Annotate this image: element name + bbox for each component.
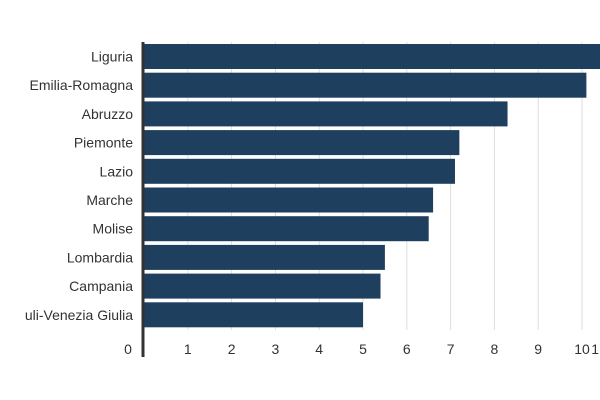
category-label: Abruzzo xyxy=(82,106,134,122)
category-label: Campania xyxy=(69,278,133,294)
category-label: Lazio xyxy=(100,163,134,179)
category-label: Lombardia xyxy=(67,249,133,265)
x-tick-labels: 0 1 2 3 4 5 6 7 8 9 10 1 xyxy=(124,341,599,357)
x-tick-label: 8 xyxy=(491,341,499,357)
x-tick-label: 7 xyxy=(447,341,455,357)
category-labels: Liguria Emilia-Romagna Abruzzo Piemonte Lazi… xyxy=(25,49,133,323)
bar-emilia-romagna xyxy=(144,72,587,98)
x-tick-label: 3 xyxy=(272,341,280,357)
x-tick-label: 5 xyxy=(359,341,367,357)
bar-marche xyxy=(144,187,434,213)
bar-liguria xyxy=(144,44,600,69)
x-tick-label: 2 xyxy=(228,341,236,357)
x-tick-label: 6 xyxy=(403,341,411,357)
category-label: Liguria xyxy=(91,49,133,65)
x-tick-label: 1 xyxy=(591,341,599,357)
x-tick-label: 1 xyxy=(184,341,192,357)
bar-campania xyxy=(144,273,381,299)
category-label: Marche xyxy=(86,192,133,208)
category-label: uli-Venezia Giulia xyxy=(25,307,133,323)
bar-piemonte xyxy=(144,130,460,156)
x-tick-label: 0 xyxy=(124,341,132,357)
x-tick-label: 9 xyxy=(534,341,542,357)
category-label: Molise xyxy=(93,221,134,237)
category-label: Emilia-Romagna xyxy=(30,77,134,93)
bars xyxy=(144,44,600,328)
category-label: Piemonte xyxy=(74,135,133,151)
bar-abruzzo xyxy=(144,101,508,127)
x-tick-label: 4 xyxy=(315,341,323,357)
bar-uli-venezia-giulia xyxy=(144,302,363,328)
bar-lombardia xyxy=(144,244,385,270)
bar-molise xyxy=(144,216,429,242)
bar-lazio xyxy=(144,158,455,184)
x-tick-label: 10 xyxy=(574,341,590,357)
